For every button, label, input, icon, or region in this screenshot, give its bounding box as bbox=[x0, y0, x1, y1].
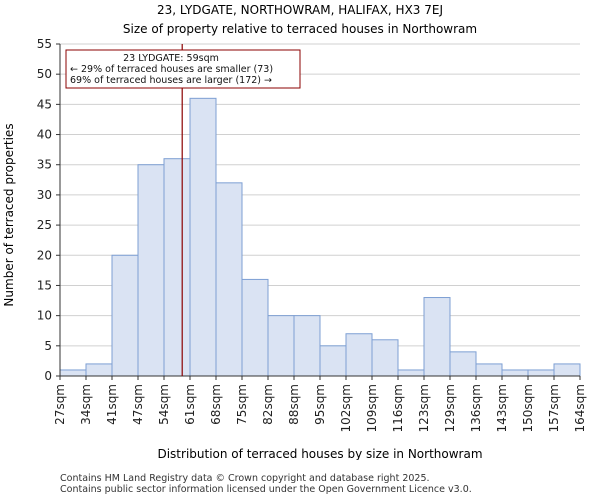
y-tick-label: 40 bbox=[37, 128, 52, 142]
x-tick-label: 27sqm bbox=[53, 384, 67, 425]
x-tick-label: 61sqm bbox=[183, 384, 197, 425]
histogram-bar bbox=[59, 369, 87, 377]
y-tick-label: 50 bbox=[37, 67, 52, 81]
x-tick-label: 88sqm bbox=[287, 384, 301, 425]
plot-area: 0 5 10 15 20 25 30 35 40 45 50 55 27sqm 34sqm 41sqm 47s… bbox=[37, 37, 587, 432]
y-tick-label: 20 bbox=[37, 248, 52, 262]
y-tick-label: 45 bbox=[37, 97, 52, 111]
histogram-bar bbox=[501, 369, 529, 377]
x-tick-label: 143sqm bbox=[495, 384, 509, 432]
histogram-bar bbox=[241, 278, 269, 377]
x-tick-label: 109sqm bbox=[365, 384, 379, 432]
histogram-bar bbox=[189, 97, 217, 377]
histogram-bar bbox=[137, 164, 165, 377]
histogram-bar bbox=[371, 339, 399, 377]
x-tick-label: 136sqm bbox=[469, 384, 483, 432]
x-tick-label: 54sqm bbox=[157, 384, 171, 425]
histogram-bar bbox=[163, 158, 191, 377]
x-tick-label: 34sqm bbox=[79, 384, 93, 425]
histogram-bar bbox=[319, 345, 347, 377]
y-tick-label: 25 bbox=[37, 218, 52, 232]
y-axis-label: Number of terraced properties bbox=[2, 123, 16, 306]
x-tick-label: 82sqm bbox=[261, 384, 275, 425]
y-tick-label: 0 bbox=[44, 369, 52, 383]
histogram-bar bbox=[111, 254, 139, 377]
x-tick-label: 68sqm bbox=[209, 384, 223, 425]
histogram-chart: 23, LYDGATE, NORTHOWRAM, HALIFAX, HX3 7E… bbox=[2, 3, 587, 460]
x-tick-label: 116sqm bbox=[391, 384, 405, 432]
footer-line2: Contains public sector information licen… bbox=[60, 484, 472, 495]
y-tick-label: 30 bbox=[37, 188, 52, 202]
histogram-bar bbox=[449, 351, 477, 377]
y-tick-label: 15 bbox=[37, 278, 52, 292]
histogram-bar bbox=[267, 315, 295, 377]
x-tick-label: 95sqm bbox=[313, 384, 327, 425]
histogram-bar bbox=[345, 333, 373, 377]
chart-title-line2: Size of property relative to terraced ho… bbox=[123, 22, 477, 36]
histogram-bar bbox=[85, 363, 113, 377]
y-tick-label: 5 bbox=[44, 339, 52, 353]
x-tick-label: 47sqm bbox=[131, 384, 145, 425]
y-tick-label: 55 bbox=[37, 37, 52, 51]
x-tick-label: 157sqm bbox=[547, 384, 561, 432]
x-axis-label: Distribution of terraced houses by size … bbox=[157, 447, 482, 460]
histogram-bar bbox=[397, 369, 425, 377]
y-tick-label: 10 bbox=[37, 309, 52, 323]
annotation-title: 23 LYDGATE: 59sqm bbox=[123, 53, 219, 64]
histogram-bar bbox=[423, 297, 451, 377]
chart-title-line1: 23, LYDGATE, NORTHOWRAM, HALIFAX, HX3 7E… bbox=[157, 3, 443, 17]
footer-line1: Contains HM Land Registry data © Crown c… bbox=[60, 473, 430, 484]
histogram-bar bbox=[527, 369, 555, 377]
x-tick-label: 129sqm bbox=[443, 384, 457, 432]
x-tick-label: 75sqm bbox=[235, 384, 249, 425]
y-tick-label: 35 bbox=[37, 158, 52, 172]
histogram-bar bbox=[475, 363, 503, 377]
x-tick-label: 123sqm bbox=[417, 384, 431, 432]
histogram-bar bbox=[293, 315, 321, 377]
x-tick-label: 102sqm bbox=[339, 384, 353, 432]
annotation-larger: 69% of terraced houses are larger (172) … bbox=[70, 75, 272, 86]
annotation-smaller: ← 29% of terraced houses are smaller (73… bbox=[70, 64, 273, 75]
histogram-bar bbox=[553, 363, 581, 377]
histogram-bar bbox=[215, 182, 243, 377]
x-tick-label: 150sqm bbox=[521, 384, 535, 432]
x-tick-label: 164sqm bbox=[573, 384, 587, 432]
x-tick-label: 41sqm bbox=[105, 384, 119, 425]
annotation-box bbox=[65, 49, 301, 89]
